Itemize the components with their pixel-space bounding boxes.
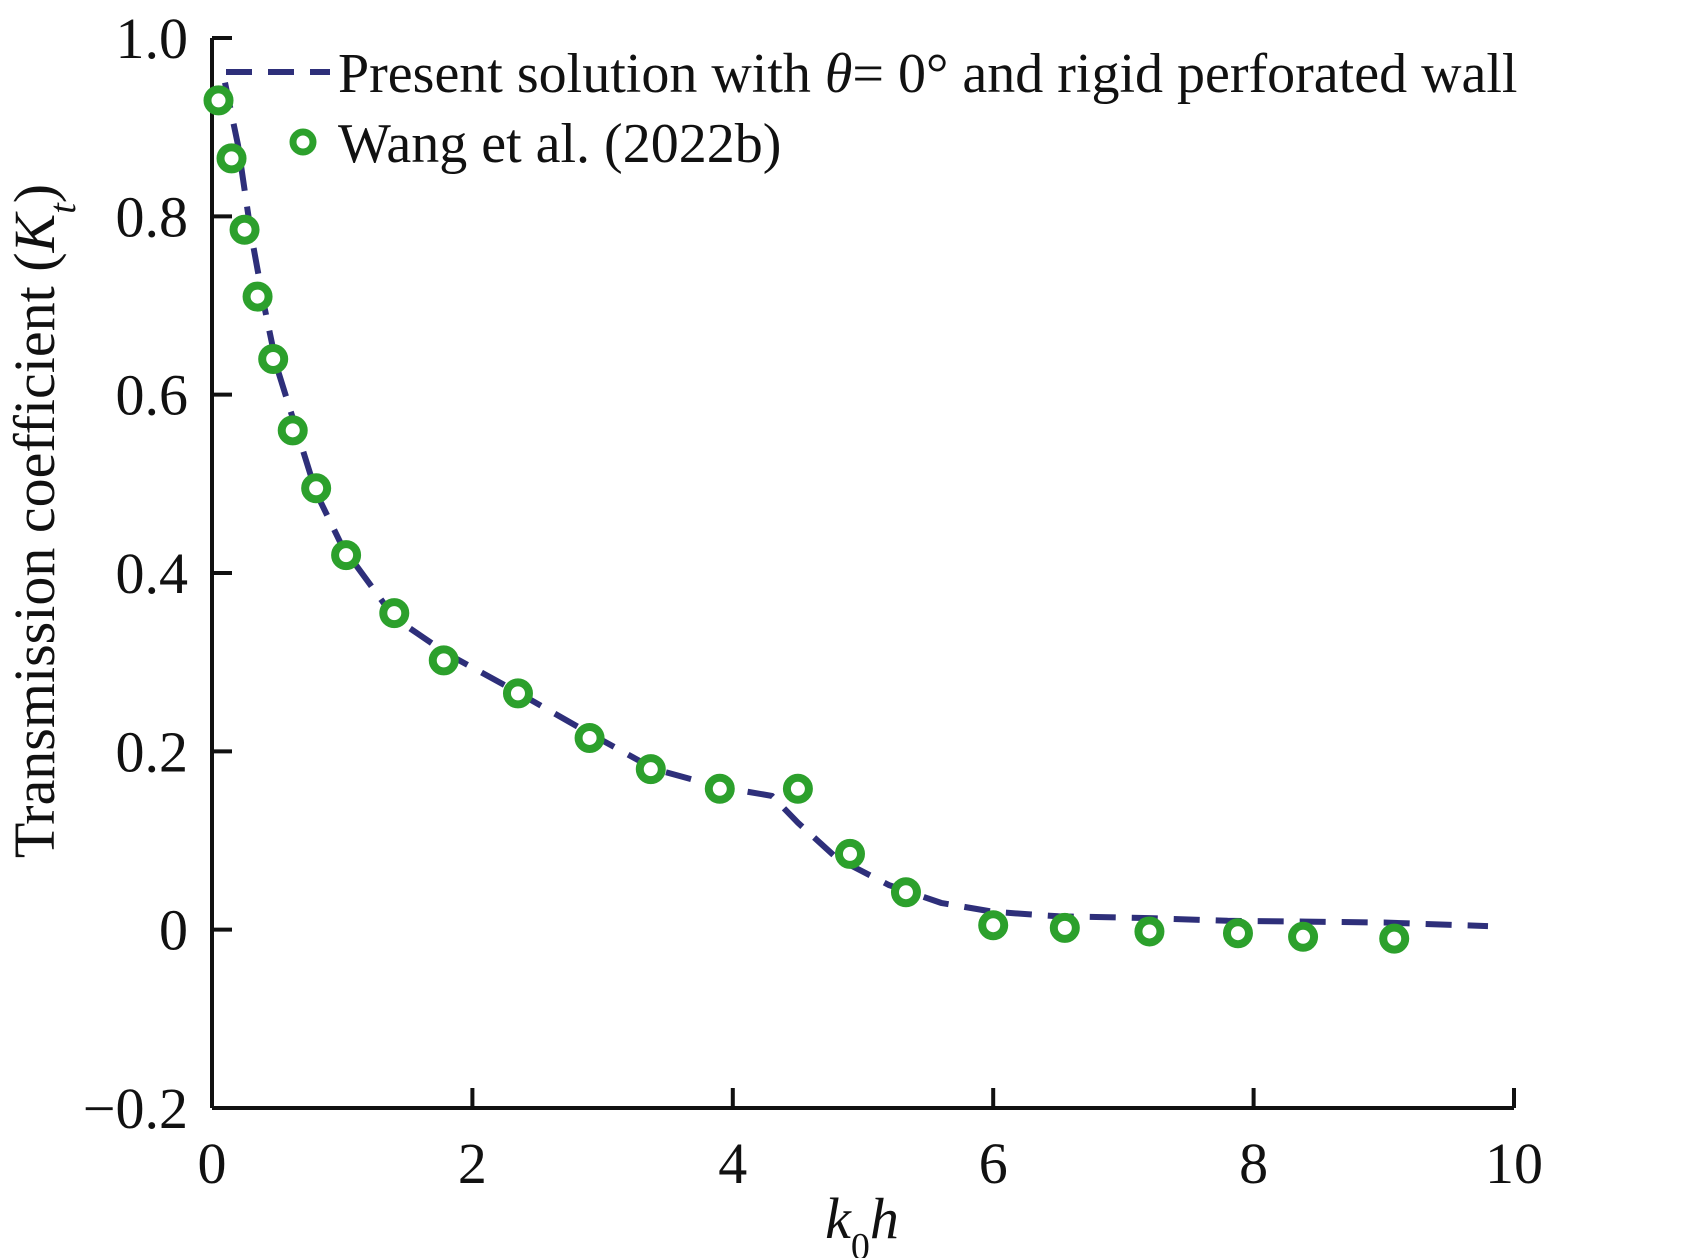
data-point-wang-2022b xyxy=(428,645,459,676)
data-point-wang-2022b xyxy=(216,143,247,174)
x-axis-title-sub: 0 xyxy=(851,1226,870,1258)
y-axis-title-symbol: K xyxy=(2,210,67,253)
y-tick-label: 0.2 xyxy=(116,719,189,784)
data-point-wang-2022b xyxy=(242,281,273,312)
data-point-wang-2022b xyxy=(203,85,234,116)
y-axis-title-close: ) xyxy=(2,184,67,203)
data-point-wang-2022b xyxy=(704,773,735,804)
data-point-wang-2022b xyxy=(1049,912,1080,943)
legend-label-part: = 0° and rigid perforated wall xyxy=(852,43,1517,105)
data-point-wang-2022b xyxy=(978,910,1009,941)
y-axis-title-main: Transmission coefficient ( xyxy=(2,252,67,858)
legend-label-wang: Wang et al. (2022b) xyxy=(338,113,781,175)
series-line-present-solution xyxy=(222,81,1489,930)
data-point-wang-2022b xyxy=(301,473,332,504)
data-point-wang-2022b xyxy=(834,838,865,869)
x-tick-label: 0 xyxy=(198,1131,227,1196)
y-tick-label: 0.4 xyxy=(116,541,189,606)
data-point-wang-2022b xyxy=(1134,916,1165,947)
data-point-wang-2022b xyxy=(635,754,666,785)
y-tick-label: 0 xyxy=(159,898,188,963)
legend-label-part: θ xyxy=(825,43,853,105)
data-point-wang-2022b xyxy=(1379,923,1410,954)
data-point-wang-2022b xyxy=(331,540,362,571)
y-axis-title: Transmission coefficient (Kt) xyxy=(2,184,84,858)
data-point-wang-2022b xyxy=(1222,918,1253,949)
x-tick-label: 2 xyxy=(458,1131,487,1196)
x-tick-label: 4 xyxy=(718,1131,747,1196)
x-tick-label: 6 xyxy=(979,1131,1008,1196)
data-point-wang-2022b xyxy=(258,344,289,374)
data-point-wang-2022b xyxy=(782,773,813,804)
y-tick-label: 1.0 xyxy=(116,6,189,71)
legend: Present solution with θ= 0° and rigid pe… xyxy=(226,43,1518,175)
x-axis-title-k: k xyxy=(825,1186,852,1251)
data-point-wang-2022b xyxy=(277,415,308,446)
data-point-wang-2022b xyxy=(574,722,605,753)
legend-label-present-solution: Present solution with θ= 0° and rigid pe… xyxy=(338,43,1518,105)
x-axis-title: k0h xyxy=(825,1186,899,1258)
data-point-wang-2022b xyxy=(502,678,533,709)
axes: 0 2 4 6 8 10−0.200.20.40.60.81.0 xyxy=(83,6,1543,1196)
series-layer xyxy=(203,81,1489,954)
x-tick-label: 8 xyxy=(1239,1131,1268,1196)
x-axis-title-h: h xyxy=(870,1186,899,1251)
y-tick-label: 0.8 xyxy=(116,184,189,249)
x-tick-label: 10 xyxy=(1485,1131,1543,1196)
legend-circle-swatch xyxy=(289,128,317,156)
data-point-wang-2022b xyxy=(890,877,921,908)
y-tick-label: 0.6 xyxy=(116,363,189,428)
legend-label-part: Present solution with xyxy=(338,43,825,105)
y-axis-title-sub: t xyxy=(42,202,84,214)
y-tick-label: −0.2 xyxy=(83,1076,188,1141)
data-point-wang-2022b xyxy=(1288,921,1319,952)
data-point-wang-2022b xyxy=(229,214,260,245)
data-point-wang-2022b xyxy=(379,598,410,629)
